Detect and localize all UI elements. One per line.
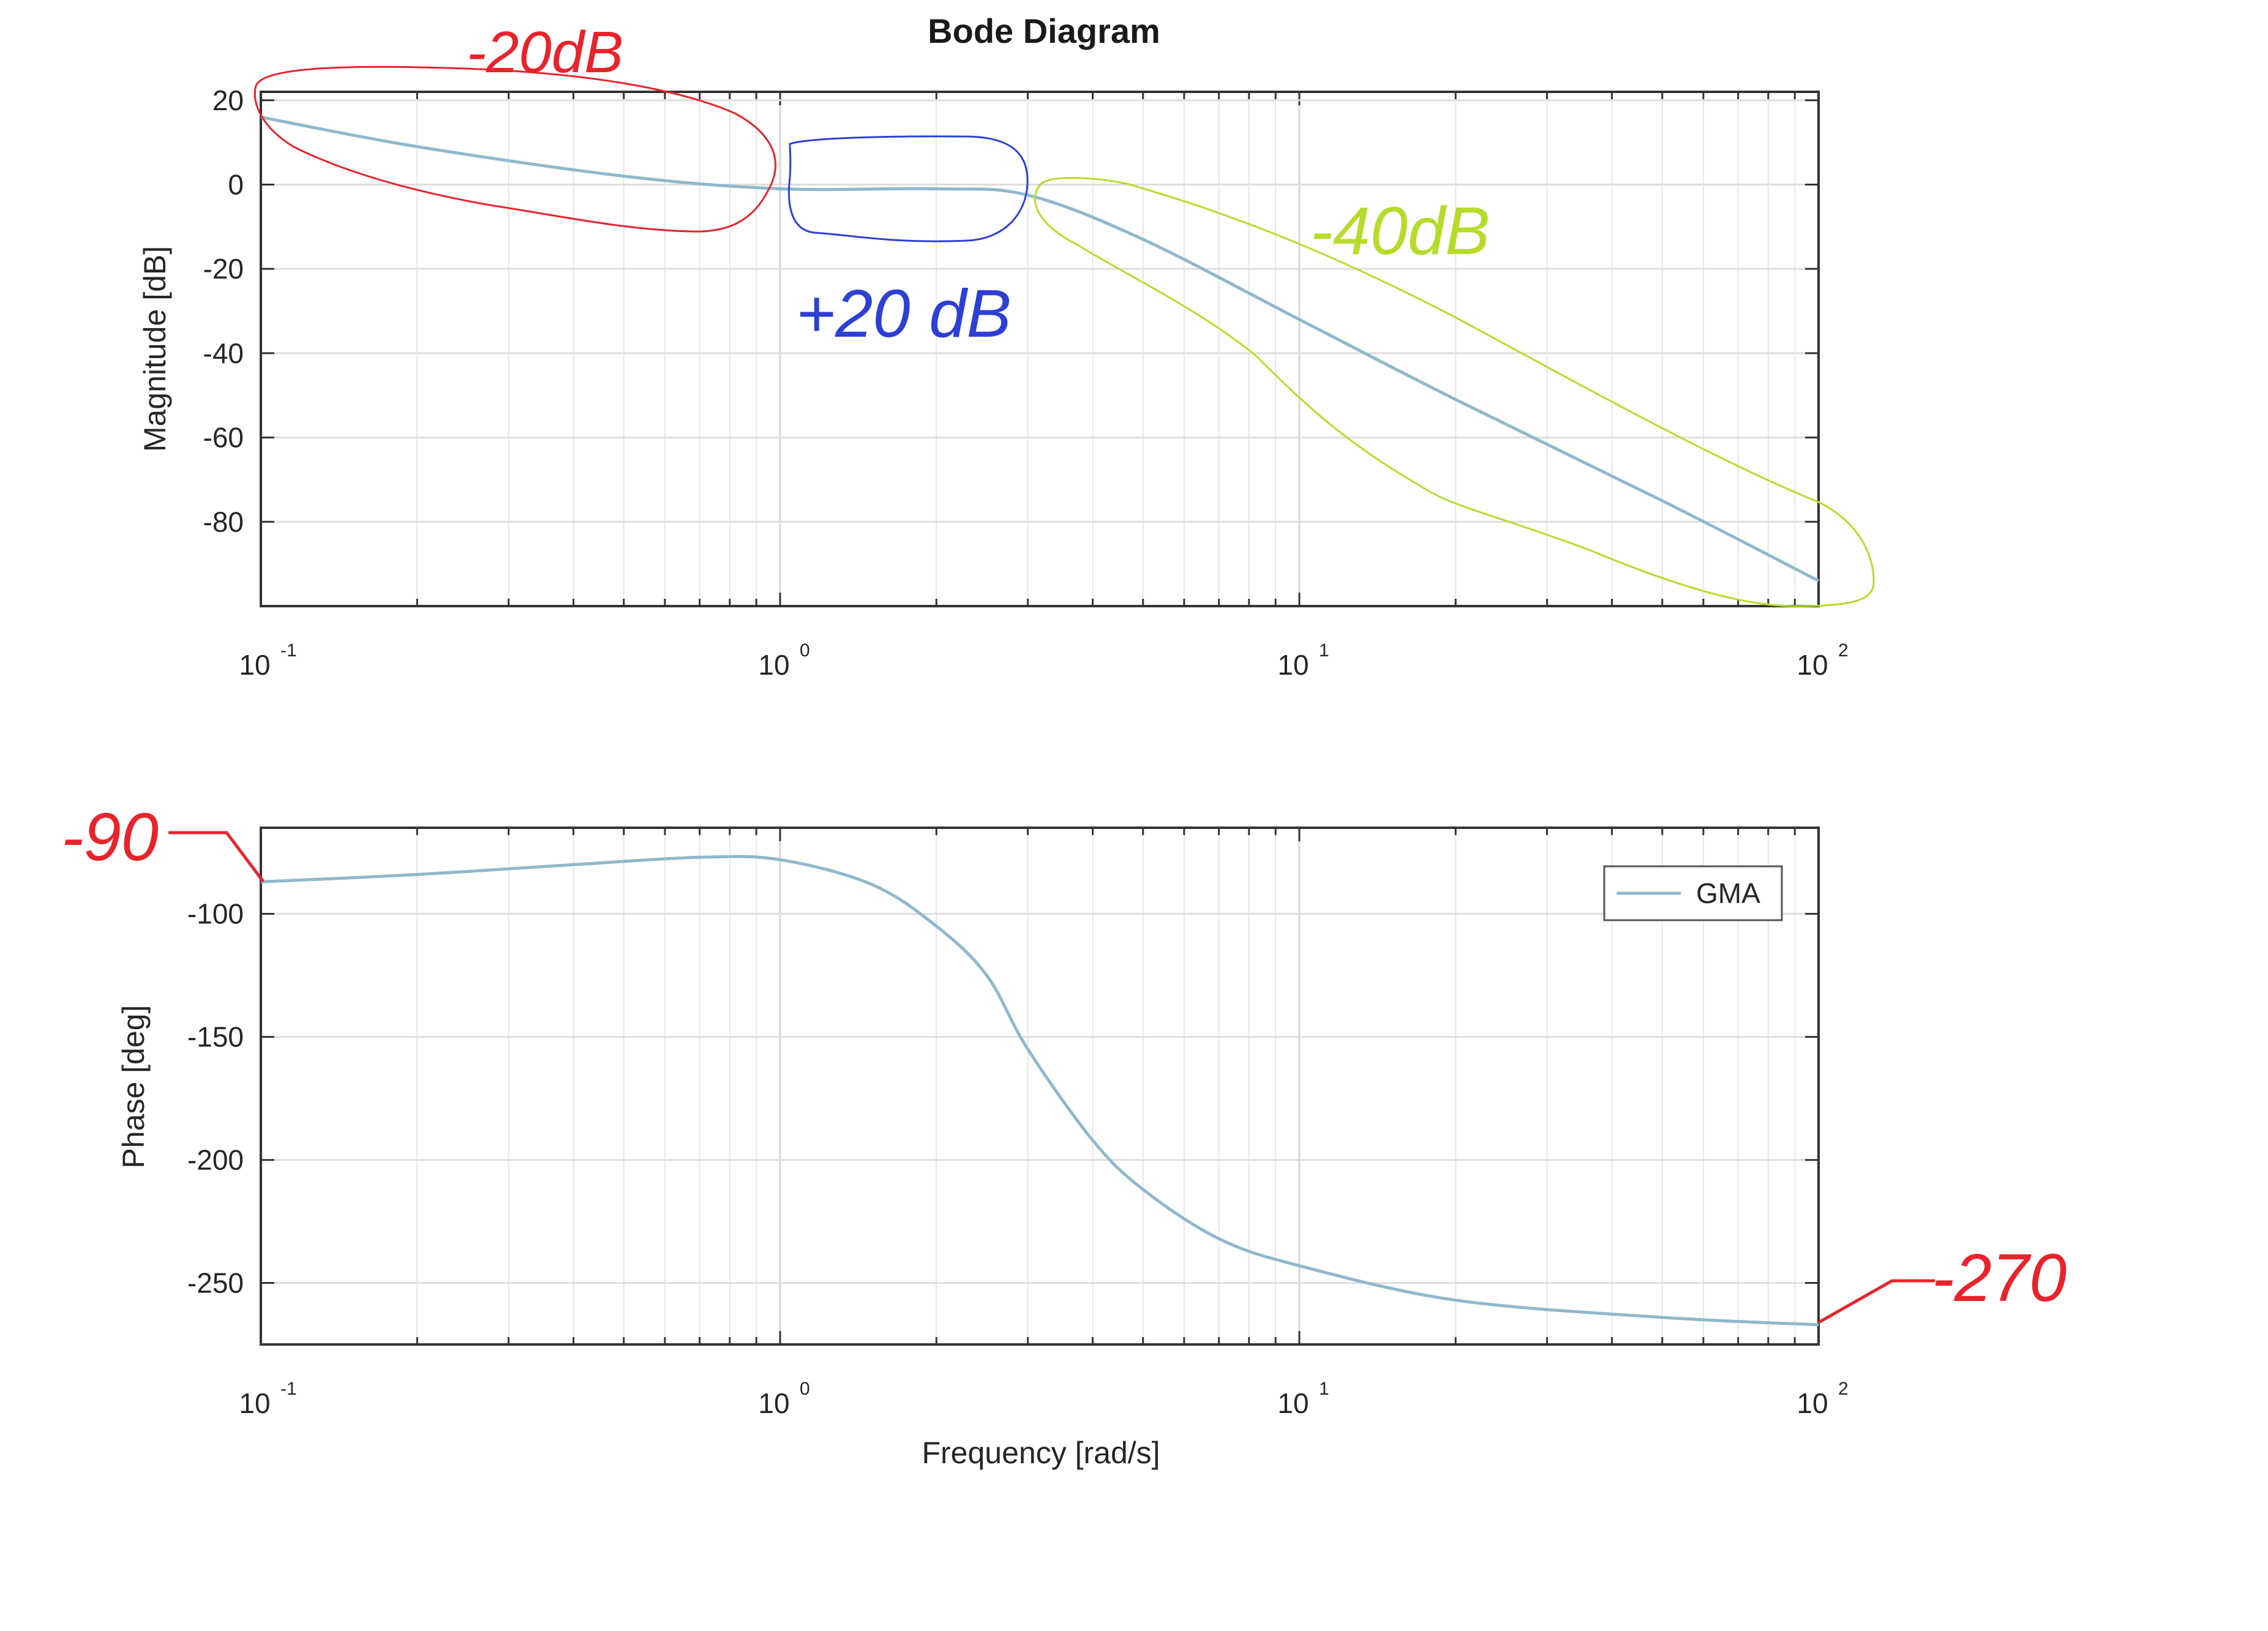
magnitude-y-tick-label: 20 [212, 84, 244, 116]
phase-xlabel: Frequency [rad/s] [922, 1436, 1160, 1470]
phase-axes-box [260, 827, 1820, 1346]
magnitude-x-tick-base: 10 [1797, 649, 1828, 681]
annotation-plus-20db: +20 dB [796, 276, 1012, 351]
annotation-red-region: -20dB [253, 20, 776, 233]
magnitude-x-tick-base: 10 [758, 649, 789, 681]
magnitude-x-ticks: 10 -1 10 0 10 1 10 2 [239, 640, 1848, 681]
magnitude-plot: 20 0 -20 -40 -60 -80 10 -1 10 0 10 1 10 2 Magnitude … [138, 84, 1849, 681]
annotation-green-region: -40dB [1034, 177, 1875, 607]
phase-series-line [260, 855, 1819, 1327]
magnitude-y-tick-label: 0 [228, 168, 244, 200]
legend: GMA [1603, 865, 1783, 921]
phase-x-tick-base: 10 [1277, 1387, 1309, 1419]
phase-y-tick-label: -150 [187, 1021, 244, 1053]
magnitude-x-tick-label: 10 -1 [239, 640, 296, 681]
magnitude-y-tick-label: -60 [203, 422, 244, 454]
annotation-minus-90: -90 [61, 800, 159, 875]
phase-x-tick-exponent: 0 [800, 1379, 810, 1399]
magnitude-ylabel: Magnitude [dB] [138, 246, 172, 452]
magnitude-y-tick-label: -40 [203, 337, 244, 369]
phase-x-tick-label: 10 0 [758, 1379, 809, 1419]
phase-x-tick-exponent: 2 [1838, 1379, 1849, 1399]
phase-x-tick-label: 10 1 [1277, 1379, 1329, 1419]
chart-title: Bode Diagram [928, 12, 1160, 50]
phase-ylabel: Phase [deg] [116, 1005, 151, 1169]
phase-grid [260, 828, 1819, 1344]
phase-y-ticks: -100 -150 -200 -250 [187, 898, 244, 1299]
magnitude-grid [260, 92, 1819, 606]
magnitude-x-tick-label: 10 2 [1797, 640, 1848, 681]
annotation-minus-40db: -40dB [1310, 193, 1490, 269]
annotation-minus-270: -270 [1932, 1240, 2067, 1316]
phase-x-tick-exponent: 1 [1319, 1379, 1329, 1399]
phase-x-tick-base: 10 [239, 1387, 270, 1419]
magnitude-x-tick-exponent: 1 [1319, 640, 1329, 661]
magnitude-y-tick-label: -80 [203, 506, 244, 538]
phase-plot: -100 -150 -200 -250 10 -1 10 0 10 1 10 2 Phase [de… [116, 827, 1849, 1470]
magnitude-x-tick-exponent: 0 [800, 640, 810, 661]
phase-x-ticks: 10 -1 10 0 10 1 10 2 [239, 1379, 1848, 1419]
magnitude-x-tick-base: 10 [239, 649, 270, 681]
magnitude-x-tick-label: 10 1 [1277, 640, 1329, 681]
magnitude-x-tick-exponent: -1 [280, 640, 297, 661]
magnitude-axes-box [260, 91, 1820, 607]
magnitude-x-tick-exponent: 2 [1838, 640, 1849, 661]
magnitude-x-tick-base: 10 [1277, 649, 1309, 681]
legend-entry-gma: GMA [1696, 877, 1760, 909]
annotation-phase-left: -90 [61, 800, 265, 883]
phase-x-tick-base: 10 [1797, 1387, 1828, 1419]
annotation-phase-right: -270 [1817, 1240, 2067, 1324]
phase-x-tick-label: 10 2 [1797, 1379, 1848, 1419]
annotation-blue-region: +20 dB [787, 135, 1029, 351]
phase-x-tick-exponent: -1 [280, 1379, 297, 1399]
phase-y-tick-label: -200 [187, 1144, 244, 1176]
magnitude-x-tick-label: 10 0 [758, 640, 809, 681]
phase-x-tick-base: 10 [758, 1387, 789, 1419]
phase-y-tick-label: -250 [187, 1267, 244, 1299]
magnitude-y-ticks: 20 0 -20 -40 -60 -80 [203, 84, 244, 538]
magnitude-y-tick-label: -20 [203, 253, 244, 285]
annotation-minus-20db: -20dB [467, 20, 623, 85]
phase-y-tick-label: -100 [187, 898, 244, 930]
phase-x-tick-label: 10 -1 [239, 1379, 296, 1419]
